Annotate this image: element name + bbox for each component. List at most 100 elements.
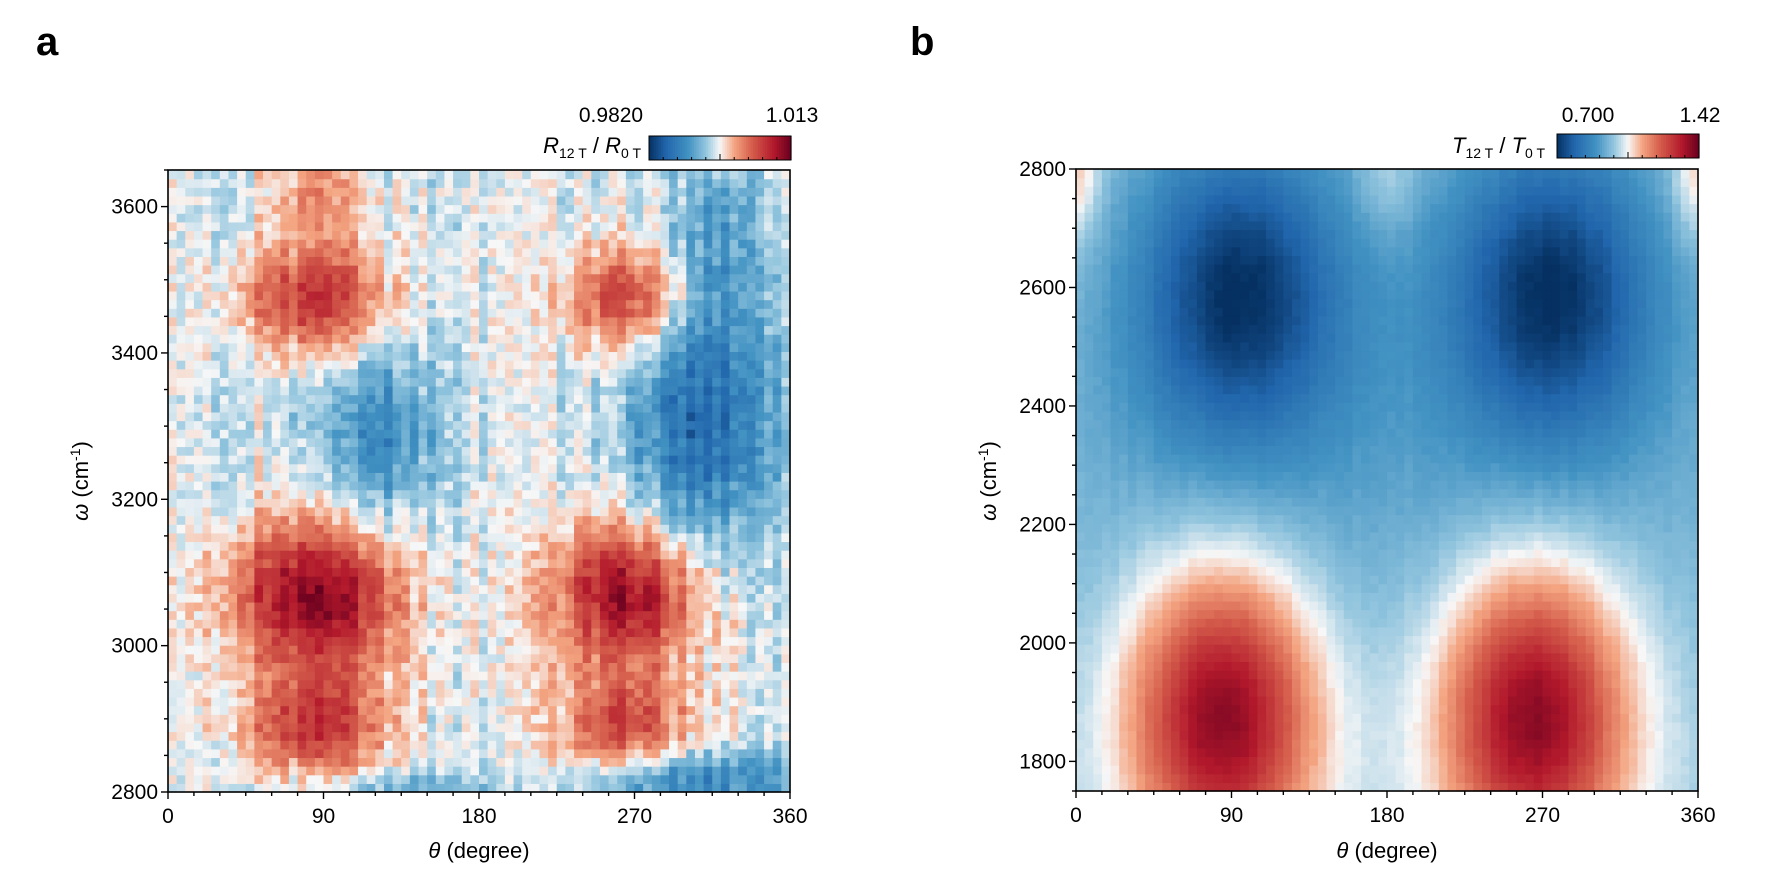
heatmap-cell [625,550,636,560]
heatmap-cell [634,446,644,456]
heatmap-cell [263,757,273,767]
heatmap-cell [332,265,342,275]
heatmap-cell [556,532,566,543]
heatmap-cell [366,653,376,664]
heatmap-cell [634,783,644,793]
heatmap-cell [280,394,290,404]
heatmap-cell [427,766,437,776]
heatmap-cell [237,541,247,551]
heatmap-cell [643,204,653,214]
heatmap-cell [643,541,653,551]
heatmap-cell [185,170,195,180]
heatmap-cell [660,705,670,715]
heatmap-cell [677,247,687,257]
heatmap-cell [522,429,532,439]
heatmap-cell [271,515,281,525]
heatmap-cell [375,722,385,733]
heatmap-cell [513,481,523,491]
heatmap-cell [254,748,264,759]
heatmap-cell [383,178,394,188]
heatmap-cell [263,524,273,534]
heatmap-cell [651,766,662,776]
heatmap-cell [444,299,454,309]
heatmap-cell [677,204,687,214]
heatmap-cell [677,524,687,534]
heatmap-cell [185,325,195,335]
heatmap-cell [574,705,584,715]
heatmap-cell [522,731,532,741]
heatmap-cell [539,757,549,767]
heatmap-cell [271,679,281,689]
heatmap-cell [418,351,428,361]
heatmap-cell [383,265,394,275]
colorbar-segment [762,136,766,160]
heatmap-cell [168,265,178,275]
heatmap-cell [349,213,359,223]
heatmap-cell [582,541,592,551]
heatmap-cell [202,377,212,387]
heatmap-cell [193,541,204,551]
heatmap-cell [427,757,437,767]
heatmap-cell [349,446,359,456]
heatmap-cell [435,420,446,430]
heatmap-cell [340,783,351,793]
heatmap-cell [479,308,489,318]
heatmap-cell [409,195,420,206]
heatmap-cell [444,429,454,439]
heatmap-cell [340,420,351,430]
heatmap-cell [677,627,687,638]
heatmap-cell [280,221,290,232]
heatmap-cell [168,256,178,266]
heatmap-cell [375,714,385,724]
heatmap-cell [746,627,757,638]
heatmap-cell [193,394,204,404]
heatmap-cell [574,498,584,508]
heatmap-cell [375,610,385,620]
heatmap-cell [729,524,739,534]
heatmap-cell [245,360,255,370]
heatmap-cell [409,325,420,335]
heatmap-cell [193,766,204,776]
heatmap-cell [427,584,437,594]
heatmap-cell [582,610,592,620]
heatmap-cell [608,705,618,715]
heatmap-cell [193,342,204,353]
heatmap-cell [729,299,739,309]
heatmap-cell [254,308,264,318]
heatmap-cell [643,455,653,465]
heatmap-cell [686,610,696,620]
heatmap-cell [582,506,592,517]
heatmap-cell [694,567,705,577]
heatmap-cell [409,472,420,482]
heatmap-cell [513,645,523,655]
heatmap-cell [254,696,264,707]
heatmap-cell [288,541,299,551]
heatmap-cell [358,748,368,759]
heatmap-cell [383,420,394,430]
heatmap-cell [599,230,610,240]
heatmap-cell [349,645,359,655]
heatmap-cell [479,446,489,456]
heatmap-cell [669,498,679,508]
heatmap-cell [185,774,195,784]
heatmap-cell [288,679,299,689]
heatmap-cell [168,463,178,473]
heatmap-cell [530,455,541,465]
heatmap-cell [193,627,204,638]
heatmap-cell [461,195,471,206]
heatmap-cell [496,325,506,335]
heatmap-cell [280,757,290,767]
heatmap-cell [712,472,722,482]
heatmap-cell [470,740,480,750]
heatmap-cell [461,178,471,188]
heatmap-cell [349,187,359,197]
heatmap-cell [168,515,178,525]
heatmap-cell [418,705,428,715]
heatmap-cell [263,679,273,689]
heatmap-cell [366,385,376,396]
heatmap-cell [720,558,731,568]
heatmap-cell [694,550,705,560]
heatmap-cell [504,230,515,240]
heatmap-cell [625,290,636,301]
heatmap-cell [651,195,662,206]
